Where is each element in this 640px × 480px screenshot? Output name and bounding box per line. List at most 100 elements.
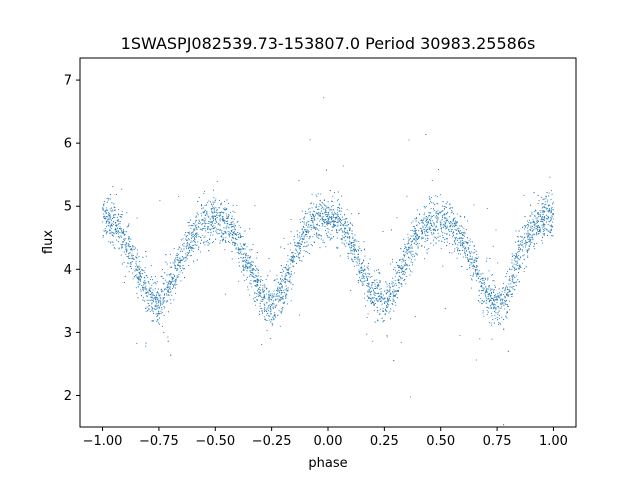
- data-point: [369, 276, 371, 278]
- data-point: [113, 246, 115, 249]
- data-point: [496, 319, 499, 321]
- data-point: [450, 221, 452, 223]
- data-point: [242, 260, 245, 262]
- data-point: [411, 264, 414, 266]
- data-point: [154, 281, 156, 283]
- data-point: [347, 233, 349, 235]
- data-point: [236, 221, 238, 223]
- data-point: [204, 228, 206, 230]
- data-point: [393, 289, 395, 291]
- data-point: [488, 322, 490, 324]
- data-point: [531, 221, 533, 223]
- data-point: [279, 271, 282, 273]
- data-point: [473, 204, 475, 206]
- data-point: [312, 227, 314, 229]
- data-point: [287, 280, 289, 282]
- data-point: [345, 235, 347, 237]
- data-point: [309, 207, 311, 209]
- data-point: [250, 279, 252, 282]
- data-point: [210, 210, 213, 212]
- data-point: [408, 251, 410, 253]
- data-point: [377, 311, 379, 313]
- data-point: [160, 298, 162, 300]
- data-point: [270, 306, 272, 308]
- data-point: [182, 264, 184, 267]
- data-point: [427, 226, 429, 228]
- data-point: [456, 246, 458, 248]
- data-point: [525, 246, 527, 248]
- data-point: [521, 236, 523, 238]
- data-point: [116, 239, 118, 241]
- data-point: [332, 209, 334, 211]
- data-point: [379, 298, 382, 300]
- data-point: [157, 319, 159, 321]
- data-point: [366, 266, 368, 268]
- data-point: [410, 235, 412, 237]
- data-point: [332, 220, 334, 222]
- data-point: [140, 295, 143, 297]
- data-point: [404, 274, 406, 276]
- data-point: [247, 255, 249, 257]
- data-point: [461, 234, 463, 236]
- data-point: [415, 239, 417, 241]
- data-point: [458, 231, 460, 233]
- data-point: [256, 281, 258, 283]
- data-point: [216, 217, 218, 219]
- data-point: [108, 224, 110, 226]
- data-point: [418, 230, 420, 232]
- data-point: [293, 255, 295, 258]
- data-point: [405, 265, 407, 267]
- data-point: [139, 283, 141, 285]
- data-point: [313, 224, 315, 226]
- data-point: [258, 295, 260, 297]
- data-point: [152, 282, 154, 284]
- data-point: [297, 236, 299, 238]
- data-point: [418, 236, 420, 238]
- data-point: [290, 260, 292, 262]
- data-point: [371, 275, 373, 278]
- data-point: [172, 284, 175, 286]
- data-point: [196, 244, 198, 246]
- data-point: [281, 286, 283, 288]
- data-point: [443, 221, 445, 223]
- data-point: [502, 302, 504, 304]
- data-point: [202, 211, 204, 213]
- data-point: [107, 225, 109, 227]
- data-point: [432, 220, 434, 222]
- data-point: [242, 236, 244, 238]
- data-point: [182, 238, 184, 240]
- data-point: [459, 237, 461, 239]
- data-point: [351, 230, 353, 232]
- data-point: [430, 230, 432, 232]
- data-point: [118, 214, 120, 216]
- data-point: [544, 216, 546, 218]
- data-point: [307, 208, 310, 210]
- data-point: [517, 271, 520, 274]
- data-point: [188, 231, 190, 233]
- data-point: [159, 313, 161, 315]
- data-point: [444, 226, 446, 228]
- data-point: [404, 272, 406, 274]
- data-point: [508, 291, 510, 293]
- data-point: [138, 256, 140, 258]
- data-point: [549, 225, 551, 227]
- data-point: [527, 223, 529, 225]
- data-point: [282, 306, 284, 309]
- data-point: [219, 224, 221, 226]
- data-point: [344, 222, 346, 224]
- data-point: [177, 264, 179, 267]
- data-point: [213, 209, 215, 211]
- data-point: [117, 231, 119, 233]
- data-point: [466, 253, 469, 256]
- data-point: [255, 304, 257, 306]
- data-point: [376, 292, 378, 295]
- data-point: [201, 219, 203, 221]
- data-point: [256, 300, 258, 302]
- data-point: [341, 220, 343, 222]
- data-point: [197, 241, 199, 243]
- data-point: [520, 266, 522, 268]
- data-point: [531, 211, 533, 213]
- data-point: [292, 261, 294, 263]
- data-point: [421, 229, 423, 231]
- data-point: [281, 287, 283, 289]
